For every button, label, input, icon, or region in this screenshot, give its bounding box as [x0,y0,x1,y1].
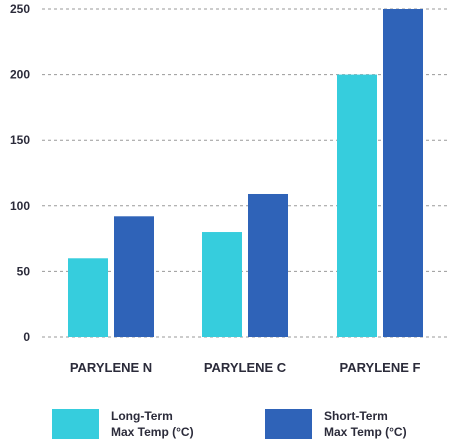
legend-short-term-line1: Short-Term [324,409,388,423]
y-tick-label: 0 [23,330,30,344]
legend-long-term-line1: Long-Term [111,409,173,423]
bar-short-term-2 [383,9,423,337]
y-tick-label: 100 [10,199,30,213]
legend-long-term: Long-Term Max Temp (°C) [52,408,194,440]
x-axis-categories: PARYLENE N PARYLENE C PARYLENE F [70,360,421,375]
legend-label-short-term: Short-Term Max Temp (°C) [324,408,407,440]
x-category-label: PARYLENE F [340,360,421,375]
y-tick-label: 200 [10,68,30,82]
x-category-label: PARYLENE N [70,360,152,375]
x-category-label: PARYLENE C [204,360,287,375]
y-tick-label: 50 [17,264,31,278]
legend-long-term-line2: Max Temp (°C) [111,425,194,439]
bar-long-term-0 [68,258,108,337]
legend-label-long-term: Long-Term Max Temp (°C) [111,408,194,440]
bar-long-term-1 [202,232,242,337]
bar-long-term-2 [337,74,377,337]
bar-short-term-0 [114,216,154,337]
y-tick-label: 150 [10,133,30,147]
legend-short-term: Short-Term Max Temp (°C) [265,408,407,440]
bar-short-term-1 [248,193,288,337]
legend-swatch-short-term [265,409,312,439]
bars [68,9,423,337]
legend-short-term-line2: Max Temp (°C) [324,425,407,439]
gridlines [42,8,450,338]
y-axis-ticks: 0 50 100 150 200 250 [10,2,30,344]
legend-swatch-long-term [52,409,99,439]
y-tick-label: 250 [10,2,30,16]
